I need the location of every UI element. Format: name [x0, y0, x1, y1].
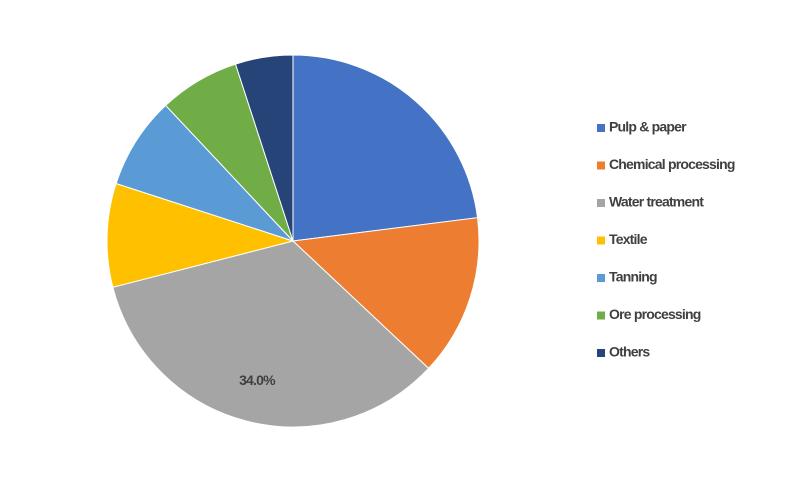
legend-swatch [597, 124, 605, 132]
pie-slice [291, 217, 480, 370]
legend-label: Ore processing [609, 306, 701, 322]
legend-label: Others [609, 344, 650, 360]
legend-label: Textile [609, 231, 648, 247]
pie-slice [106, 182, 295, 288]
pie-slice [115, 104, 294, 242]
legend-swatch [597, 199, 605, 207]
pie-slice [292, 54, 479, 242]
legend-swatch [597, 274, 605, 282]
pie-slice [112, 240, 430, 428]
legend-label: Tanning [609, 269, 657, 285]
legend-label: Pulp & paper [609, 119, 687, 135]
legend-swatch [597, 236, 605, 245]
legend-swatch [597, 311, 605, 320]
legend-label: Chemical processing [609, 156, 735, 172]
legend-swatch [597, 349, 605, 357]
legend-swatch [597, 161, 605, 170]
data-label: 34.0% [239, 372, 276, 388]
pie-slice [234, 54, 294, 242]
legend-label: Water treatment [609, 194, 704, 210]
